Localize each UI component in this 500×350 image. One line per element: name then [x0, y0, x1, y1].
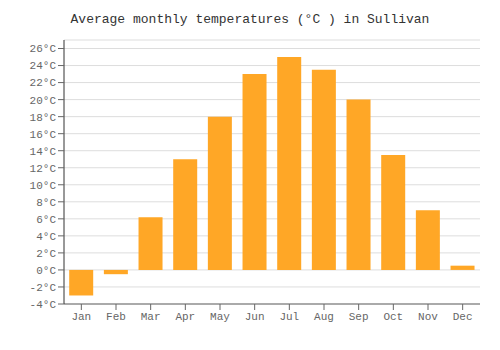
svg-text:Jul: Jul — [279, 311, 299, 323]
svg-text:Jun: Jun — [245, 311, 265, 323]
svg-text:Oct: Oct — [383, 311, 403, 323]
svg-text:12°C: 12°C — [30, 163, 57, 175]
svg-text:-4°C: -4°C — [30, 299, 57, 311]
svg-text:Jan: Jan — [71, 311, 91, 323]
svg-text:Dec: Dec — [453, 311, 473, 323]
svg-text:8°C: 8°C — [36, 197, 56, 209]
svg-text:18°C: 18°C — [30, 112, 57, 124]
html-text:Average monthly temperatures (: Average monthly temperatures (°C ) in Su… — [70, 12, 430, 27]
svg-text:-2°C: -2°C — [30, 282, 57, 294]
svg-text:6°C: 6°C — [36, 214, 56, 226]
svg-text:16°C: 16°C — [30, 129, 57, 141]
svg-text:Sep: Sep — [349, 311, 369, 323]
svg-text:14°C: 14°C — [30, 146, 57, 158]
svg-text:10°C: 10°C — [30, 180, 57, 192]
svg-text:May: May — [210, 311, 230, 323]
svg-text:4°C: 4°C — [36, 231, 56, 243]
svg-text:Feb: Feb — [106, 311, 126, 323]
svg-text:Apr: Apr — [175, 311, 195, 323]
svg-text:0°C: 0°C — [36, 265, 56, 277]
svg-text:Mar: Mar — [141, 311, 161, 323]
svg-text:26°C: 26°C — [30, 43, 57, 55]
svg-text:22°C: 22°C — [30, 77, 57, 89]
svg-text:2°C: 2°C — [36, 248, 56, 260]
svg-text:Nov: Nov — [418, 311, 438, 323]
svg-text:24°C: 24°C — [30, 60, 57, 72]
svg-text:20°C: 20°C — [30, 95, 57, 107]
svg-text:Aug: Aug — [314, 311, 334, 323]
